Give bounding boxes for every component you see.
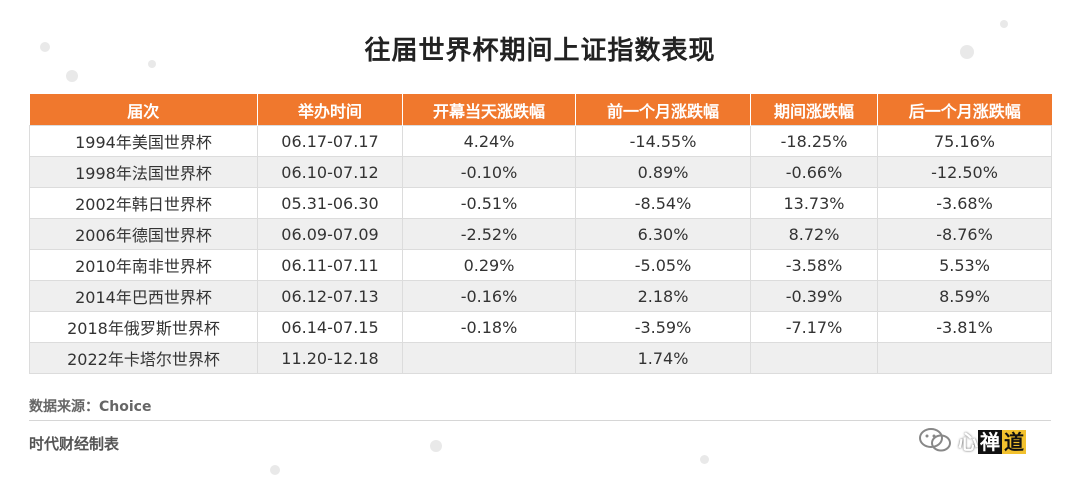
column-header: 后一个月涨跌幅 — [877, 94, 1052, 126]
data-source-note: 数据来源：Choice — [29, 399, 152, 415]
table-row: 1998年法国世界杯 06.10-07.12 -0.10% 0.89% -0.6… — [29, 156, 1052, 188]
background-dot — [148, 60, 156, 68]
table-cell: 8.72% — [750, 218, 878, 250]
table-cell: 13.73% — [750, 187, 878, 219]
table-cell: -3.59% — [575, 311, 751, 343]
table-cell: 06.10-07.12 — [257, 156, 403, 188]
table-cell: -7.17% — [750, 311, 878, 343]
table-cell: 06.14-07.15 — [257, 311, 403, 343]
table-cell: -18.25% — [750, 125, 878, 157]
table-cell: -3.68% — [877, 187, 1052, 219]
column-header: 期间涨跌幅 — [750, 94, 878, 126]
table-row: 2006年德国世界杯 06.09-07.09 -2.52% 6.30% 8.72… — [29, 218, 1052, 250]
table-cell: 1.74% — [575, 342, 751, 374]
table-cell — [402, 342, 576, 374]
watermark-text: 心禅道 — [958, 429, 1026, 454]
table-cell: 1998年法国世界杯 — [29, 156, 258, 188]
table-cell: 1994年美国世界杯 — [29, 125, 258, 157]
table-row: 2002年韩日世界杯 05.31-06.30 -0.51% -8.54% 13.… — [29, 187, 1052, 219]
table-cell — [750, 342, 878, 374]
table-cell: -2.52% — [402, 218, 576, 250]
column-header: 举办时间 — [257, 94, 403, 126]
data-table: 届次 举办时间 开幕当天涨跌幅 前一个月涨跌幅 期间涨跌幅 后一个月涨跌幅 19… — [29, 94, 1052, 374]
table-cell: 5.53% — [877, 249, 1052, 281]
table-cell: -0.16% — [402, 280, 576, 312]
table-cell: -8.54% — [575, 187, 751, 219]
background-dot — [430, 440, 442, 452]
table-row: 2018年俄罗斯世界杯 06.14-07.15 -0.18% -3.59% -7… — [29, 311, 1052, 343]
background-dot — [1000, 20, 1008, 28]
table-cell: 0.29% — [402, 249, 576, 281]
table-row: 2010年南非世界杯 06.11-07.11 0.29% -5.05% -3.5… — [29, 249, 1052, 281]
table-cell: -12.50% — [877, 156, 1052, 188]
table-cell: 05.31-06.30 — [257, 187, 403, 219]
table-cell: 2014年巴西世界杯 — [29, 280, 258, 312]
table-cell: -0.10% — [402, 156, 576, 188]
column-header: 开幕当天涨跌幅 — [402, 94, 576, 126]
table-cell — [877, 342, 1052, 374]
table-cell: -5.05% — [575, 249, 751, 281]
table-cell: 4.24% — [402, 125, 576, 157]
table-cell: 11.20-12.18 — [257, 342, 403, 374]
table-cell: -0.66% — [750, 156, 878, 188]
table-cell: -0.18% — [402, 311, 576, 343]
table-cell: 0.89% — [575, 156, 751, 188]
table-cell: -0.39% — [750, 280, 878, 312]
table-cell: 06.17-07.17 — [257, 125, 403, 157]
background-dot — [40, 42, 50, 52]
table-row: 2022年卡塔尔世界杯 11.20-12.18 1.74% — [29, 342, 1052, 374]
background-dot — [700, 455, 709, 464]
table-cell: -14.55% — [575, 125, 751, 157]
table-cell: 75.16% — [877, 125, 1052, 157]
table-cell: 2018年俄罗斯世界杯 — [29, 311, 258, 343]
table-cell: 8.59% — [877, 280, 1052, 312]
table-cell: 06.12-07.13 — [257, 280, 403, 312]
table-cell: -8.76% — [877, 218, 1052, 250]
table-cell: -0.51% — [402, 187, 576, 219]
table-cell: 06.11-07.11 — [257, 249, 403, 281]
column-header: 前一个月涨跌幅 — [575, 94, 751, 126]
background-dot — [270, 465, 280, 475]
wechat-icon — [919, 428, 951, 452]
table-cell: 6.30% — [575, 218, 751, 250]
table-cell: 06.09-07.09 — [257, 218, 403, 250]
background-dot — [960, 45, 974, 59]
page-title: 往届世界杯期间上证指数表现 — [364, 36, 716, 66]
table-cell: 2002年韩日世界杯 — [29, 187, 258, 219]
table-row: 1994年美国世界杯 06.17-07.17 4.24% -14.55% -18… — [29, 125, 1052, 157]
credit-label: 时代财经制表 — [29, 435, 120, 453]
table-cell: 2006年德国世界杯 — [29, 218, 258, 250]
table-cell: 2.18% — [575, 280, 751, 312]
table-cell: 2010年南非世界杯 — [29, 249, 258, 281]
column-header: 届次 — [29, 94, 258, 126]
table-header-row: 届次 举办时间 开幕当天涨跌幅 前一个月涨跌幅 期间涨跌幅 后一个月涨跌幅 — [29, 94, 1052, 126]
footer-divider — [29, 420, 1051, 421]
table-cell: -3.81% — [877, 311, 1052, 343]
channel-watermark: 心禅道 — [918, 424, 1026, 456]
table-cell: 2022年卡塔尔世界杯 — [29, 342, 258, 374]
table-cell: -3.58% — [750, 249, 878, 281]
background-dot — [66, 70, 78, 82]
table-row: 2014年巴西世界杯 06.12-07.13 -0.16% 2.18% -0.3… — [29, 280, 1052, 312]
